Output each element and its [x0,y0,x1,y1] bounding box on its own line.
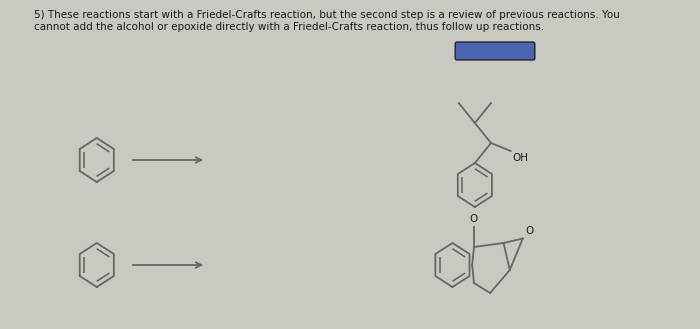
Text: O: O [470,214,478,224]
Text: OH: OH [512,153,528,163]
Text: O: O [526,225,533,236]
Text: 5) These reactions start with a Friedel-Crafts reaction, but the second step is : 5) These reactions start with a Friedel-… [34,10,620,32]
FancyBboxPatch shape [455,42,535,60]
